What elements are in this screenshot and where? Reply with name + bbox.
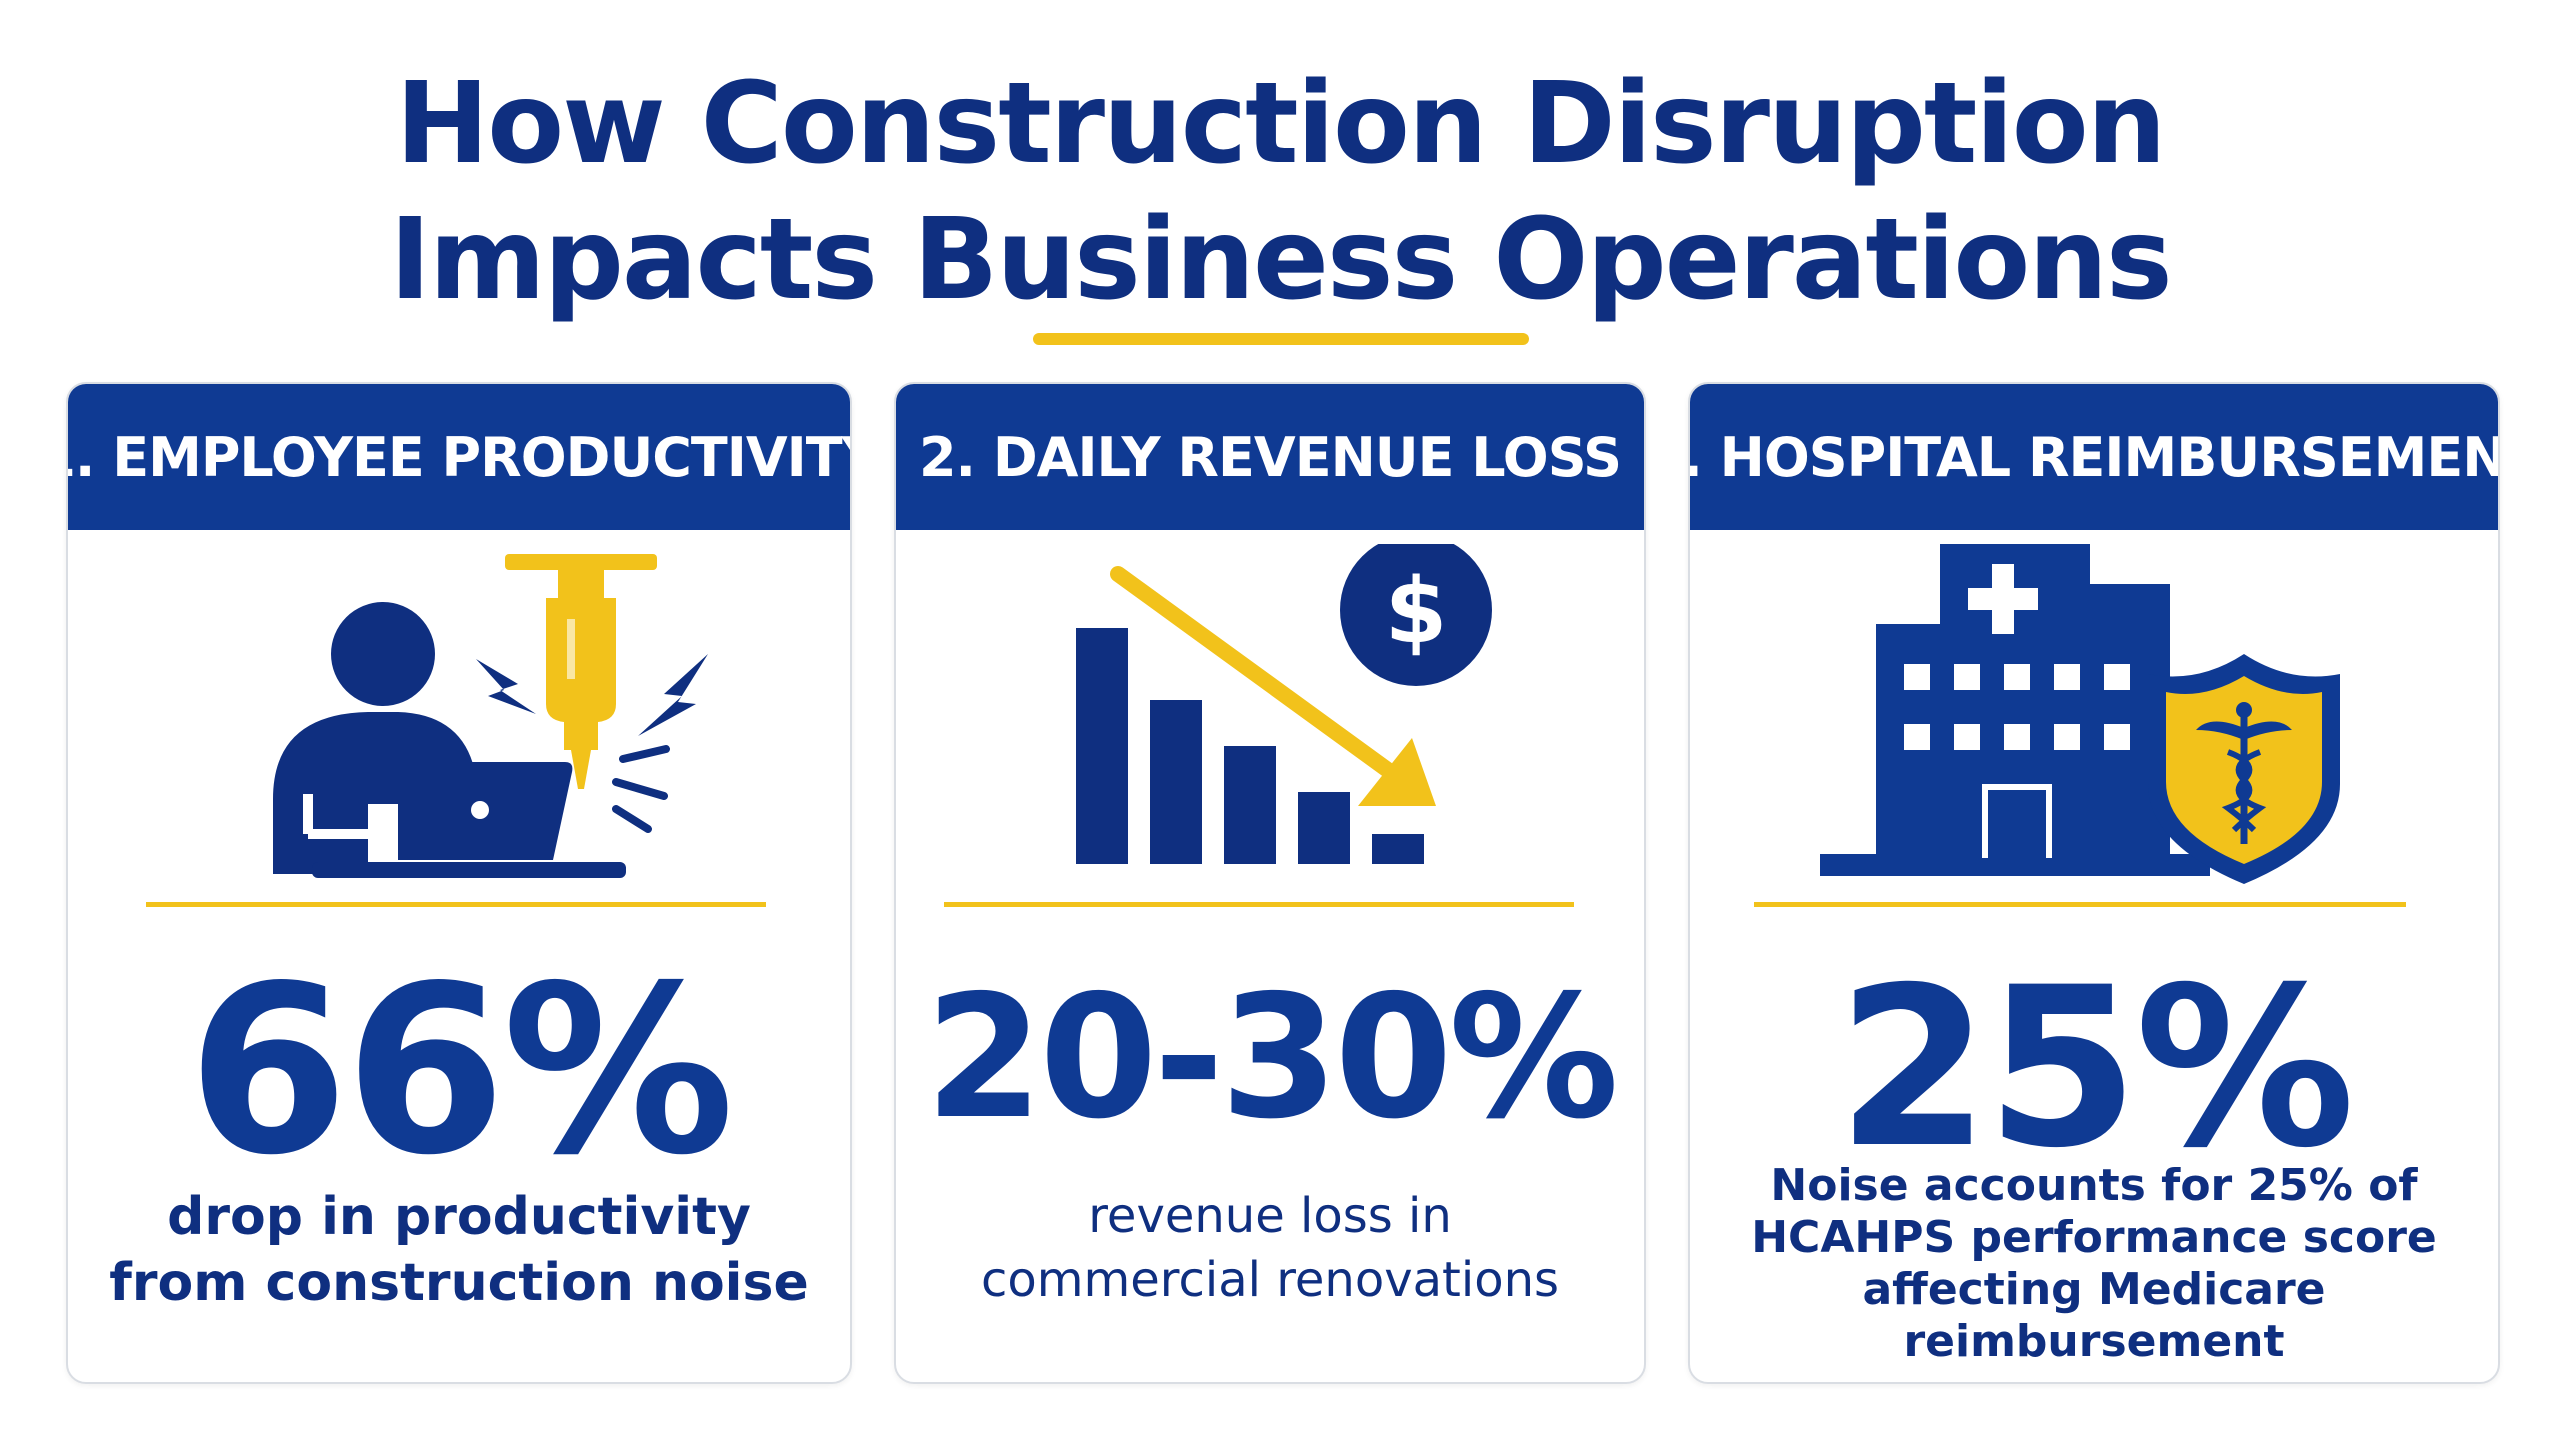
card-icon-area: [1690, 544, 2498, 1104]
worker-with-laptop-and-jackhammer-icon: [273, 554, 708, 878]
stat-description: revenue loss in commercial renovations: [896, 1184, 1644, 1312]
page-title-line-2: Impacts Business Operations: [389, 195, 2172, 325]
card-icon-area: [68, 544, 850, 1104]
description-line: reimbursement: [1903, 1316, 2285, 1367]
description-line: commercial renovations: [981, 1252, 1559, 1308]
card-divider: [1754, 902, 2406, 907]
card-header: 3. HOSPITAL REIMBURSEMENT: [1690, 384, 2498, 530]
description-line: from construction noise: [109, 1253, 809, 1313]
stat-value: 25%: [1836, 940, 2356, 1196]
stat-value: 66%: [187, 936, 734, 1206]
card-header: 2. DAILY REVENUE LOSS: [896, 384, 1644, 530]
description-line: HCAHPS performance score: [1751, 1212, 2437, 1263]
page-title: How Construction Disruption Impacts Busi…: [0, 56, 2560, 328]
title-underline: [1033, 333, 1529, 345]
card-hospital-reimbursement: 3. HOSPITAL REIMBURSEMENT: [1688, 382, 2500, 1384]
stat-value: 20-30%: [924, 959, 1619, 1157]
card-header: 1. EMPLOYEE PRODUCTIVITY: [68, 384, 850, 530]
card-divider: [944, 902, 1574, 907]
description-line: revenue loss in: [1088, 1188, 1452, 1244]
description-line: drop in productivity: [167, 1187, 751, 1247]
page-title-line-1: How Construction Disruption: [395, 59, 2167, 189]
hospital-with-caduceus-shield-icon: [1820, 544, 2340, 884]
description-line: affecting Medicare: [1862, 1264, 2326, 1315]
card-icon-area: $: [896, 544, 1644, 1104]
stat-description: drop in productivity from construction n…: [68, 1184, 850, 1316]
card-divider: [146, 902, 766, 907]
stat-description: Noise accounts for 25% of HCAHPS perform…: [1690, 1160, 2498, 1368]
svg-text:$: $: [1385, 559, 1448, 664]
card-daily-revenue-loss: 2. DAILY REVENUE LOSS $ 20-30% revenue l…: [894, 382, 1646, 1384]
declining-bar-chart-with-dollar-icon: $: [1076, 544, 1492, 864]
card-employee-productivity: 1. EMPLOYEE PRODUCTIVITY: [66, 382, 852, 1384]
description-line: Noise accounts for 25% of: [1770, 1160, 2418, 1211]
